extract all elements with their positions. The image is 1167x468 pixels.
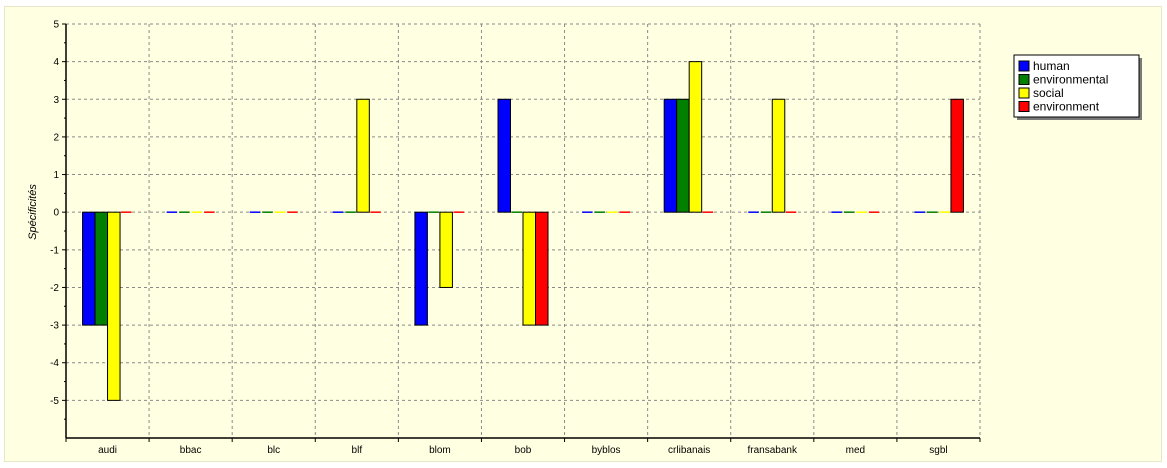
bar-human-audi bbox=[82, 211, 96, 326]
bar-environment-bob bbox=[535, 211, 549, 326]
bar-social-bob bbox=[522, 211, 536, 326]
x-tick-label-med: med bbox=[846, 445, 865, 456]
legend-label-social: social bbox=[1033, 86, 1064, 100]
bar-social-audi bbox=[107, 211, 121, 401]
x-tick-labels: audi bbac blc blf blom bob byblos crlibanais fra… bbox=[98, 445, 948, 456]
axes bbox=[62, 23, 981, 442]
bar-environmental-audi bbox=[94, 211, 109, 326]
x-tick-label-byblos: byblos bbox=[592, 445, 621, 456]
x-tick-label-fransabank: fransabank bbox=[748, 445, 798, 456]
legend-swatch-environment bbox=[1018, 101, 1030, 112]
y-tick-label: -5 bbox=[50, 396, 59, 407]
bar-environmental-crlibanais bbox=[676, 98, 690, 213]
x-tick-label-sgbl: sgbl bbox=[929, 445, 947, 456]
legend-label-environment: environment bbox=[1033, 100, 1100, 114]
bar-human-bob bbox=[497, 98, 511, 213]
x-tick-label-blc: blc bbox=[267, 445, 280, 456]
y-axis-label: Spécificités bbox=[27, 184, 39, 240]
y-tick-label: -2 bbox=[50, 283, 59, 294]
chart-frame bbox=[4, 6, 1162, 462]
bar-environment-sgbl bbox=[950, 98, 964, 213]
x-tick-label-blom: blom bbox=[429, 445, 451, 456]
y-tick-labels: -5 -4 -3 -2 -1 0 1 2 3 4 5 bbox=[50, 20, 59, 407]
legend-swatch-social bbox=[1018, 87, 1030, 99]
y-tick-label: 0 bbox=[53, 208, 59, 219]
bar-human-crlibanais bbox=[663, 98, 678, 213]
legend-label-environmental: environmental bbox=[1033, 73, 1108, 87]
bar-social-blf bbox=[356, 98, 370, 213]
y-tick-label: -3 bbox=[50, 321, 59, 332]
bar-human-blom bbox=[414, 211, 428, 326]
y-tick-label: 5 bbox=[53, 20, 59, 31]
x-tick-label-blf: blf bbox=[352, 445, 363, 456]
y-tick-label: 1 bbox=[53, 170, 59, 181]
legend-swatch-environmental bbox=[1018, 74, 1030, 85]
bar-social-blom bbox=[439, 211, 453, 288]
x-tick-label-bob: bob bbox=[515, 445, 532, 456]
y-tick-label: 3 bbox=[53, 95, 59, 106]
y-tick-label: 2 bbox=[53, 132, 59, 143]
x-tick-label-bbac: bbac bbox=[180, 445, 202, 456]
bar-social-fransabank bbox=[771, 98, 786, 213]
legend-swatch-human bbox=[1018, 60, 1030, 72]
bars-group bbox=[82, 61, 964, 401]
x-tick-label-audi: audi bbox=[98, 445, 117, 456]
y-tick-label: -4 bbox=[50, 358, 59, 369]
x-tick-label-crlibanais: crlibanais bbox=[668, 445, 710, 456]
bar-social-crlibanais bbox=[688, 61, 703, 213]
legend-label-human: human bbox=[1033, 59, 1070, 73]
legend-box bbox=[1013, 54, 1140, 118]
y-tick-label: 4 bbox=[53, 57, 59, 68]
grid-lines bbox=[66, 23, 981, 438]
y-tick-label: -1 bbox=[50, 245, 59, 256]
